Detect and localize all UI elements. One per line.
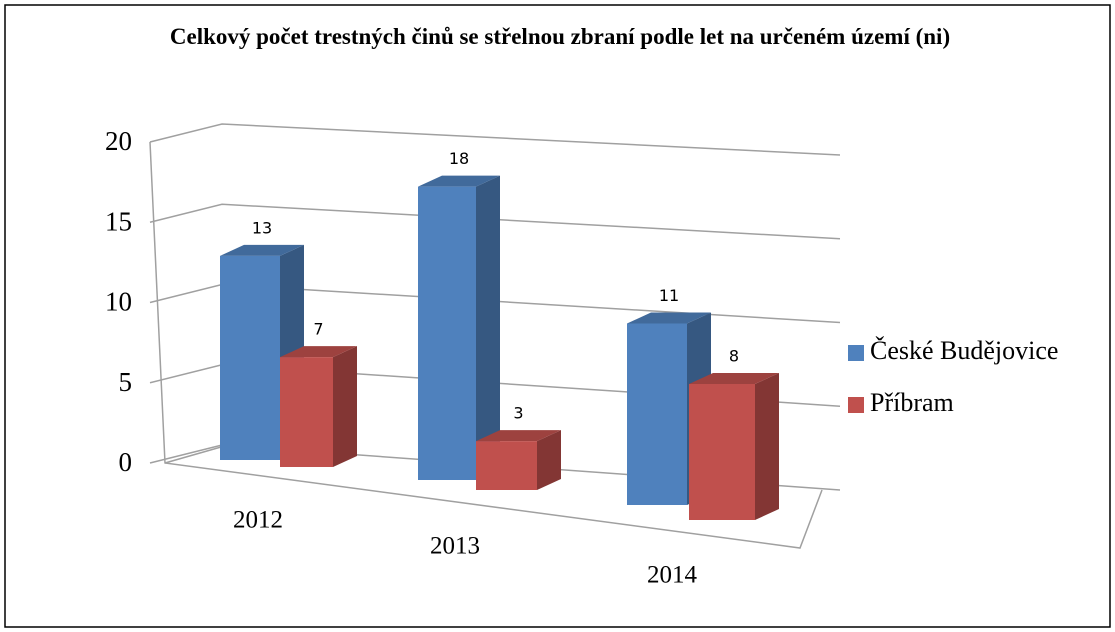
y-tick-label: 10 — [105, 287, 132, 317]
legend-label: České Budějovice — [870, 336, 1058, 365]
chart-title: Celkový počet trestných činů se střelnou… — [169, 24, 951, 49]
x-tick-label: 2012 — [233, 507, 283, 534]
data-label: 7 — [313, 320, 323, 339]
bar — [689, 373, 779, 520]
y-tick-label: 5 — [119, 367, 133, 397]
x-tick-label: 2013 — [430, 533, 480, 560]
bar-top — [418, 175, 500, 187]
bar — [418, 175, 500, 480]
bar-front — [280, 357, 333, 467]
bar-front — [418, 186, 476, 480]
bar — [476, 430, 561, 490]
bar-front — [627, 323, 687, 505]
y-tick-label: 15 — [105, 206, 132, 236]
floor-edge — [164, 444, 229, 464]
y-tick-label: 20 — [105, 126, 132, 156]
bar-top — [627, 312, 711, 324]
data-label: 13 — [252, 218, 272, 237]
bar — [280, 346, 357, 467]
bar-top — [280, 346, 357, 358]
chart-frame — [4, 4, 1111, 628]
x-tick-label: 2014 — [647, 562, 698, 589]
floor-edge — [149, 141, 823, 549]
data-label: 11 — [659, 286, 679, 305]
y-tick-label: 0 — [119, 447, 133, 477]
bar-side — [333, 346, 357, 467]
bar-side — [476, 175, 500, 480]
bar-front — [476, 441, 537, 490]
bar-top — [220, 244, 304, 256]
grid-line — [149, 123, 841, 156]
bar-front — [689, 384, 755, 520]
data-label: 8 — [729, 347, 739, 366]
bar-top — [689, 373, 779, 384]
data-label: 18 — [449, 149, 469, 168]
data-label: 3 — [513, 404, 523, 423]
grid-line — [149, 203, 841, 240]
legend-swatch — [848, 397, 864, 413]
bar-top — [476, 430, 561, 442]
legend-swatch — [848, 345, 864, 361]
bar-front — [220, 255, 280, 460]
bar-side — [537, 430, 561, 490]
legend-label: Příbram — [870, 388, 954, 417]
bar-side — [755, 373, 779, 520]
